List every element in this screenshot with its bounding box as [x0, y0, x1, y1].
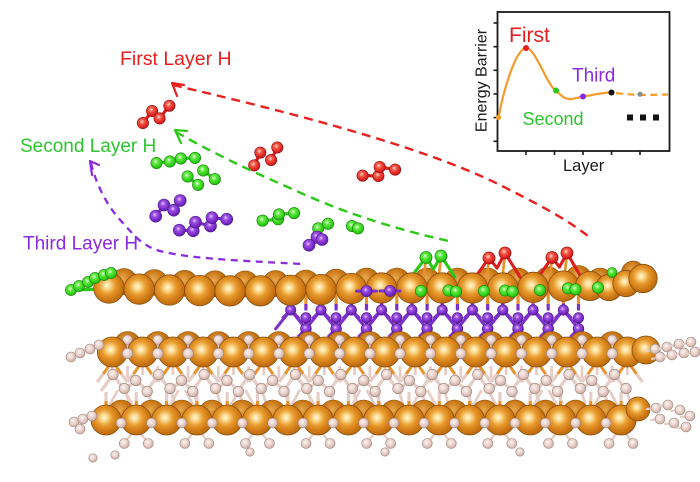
svg-text:First Layer H: First Layer H [120, 48, 232, 70]
svg-text:Second Layer H: Second Layer H [20, 136, 156, 157]
svg-text:Energy Barrier: Energy Barrier [474, 28, 491, 132]
svg-text:Second: Second [523, 109, 584, 129]
svg-text:Third Layer H: Third Layer H [23, 234, 138, 255]
svg-text:Layer: Layer [563, 157, 605, 175]
svg-text:First: First [509, 24, 550, 47]
svg-text:Third: Third [572, 66, 615, 87]
